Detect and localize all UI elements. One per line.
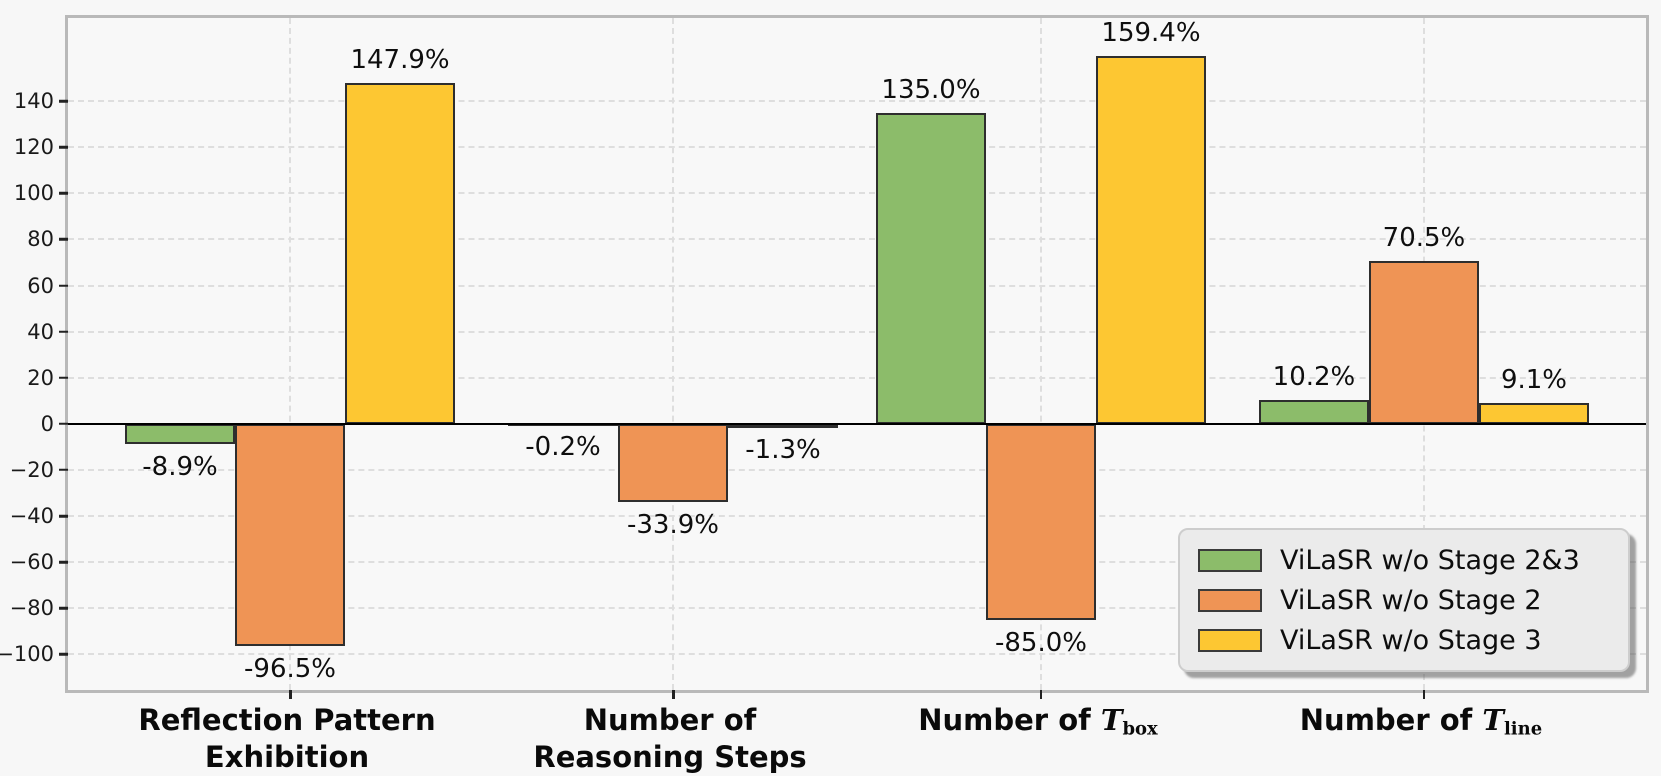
y-tick-label: 100 xyxy=(13,181,54,206)
legend-item: ViLaSR w/o Stage 2 xyxy=(1198,585,1610,616)
x-tick-mark xyxy=(289,690,292,699)
x-category-label-number-of-t-line: Number of Tline xyxy=(1211,702,1631,747)
gridline-horizontal xyxy=(68,192,1646,195)
bar xyxy=(618,423,728,503)
x-tick-mark xyxy=(1039,690,1043,699)
zero-baseline xyxy=(68,422,1646,425)
math-symbol: T xyxy=(1482,703,1504,737)
x-tick-mark xyxy=(672,690,675,699)
bar xyxy=(985,423,1096,620)
y-tick-mark xyxy=(59,192,68,195)
y-tick-mark xyxy=(59,514,68,518)
gridline-vertical xyxy=(1039,18,1042,690)
gridline-horizontal xyxy=(68,607,1646,610)
x-category-label-line: Number of xyxy=(583,703,757,737)
math-subscript: line xyxy=(1503,718,1543,740)
math-symbol: T xyxy=(1100,703,1123,737)
y-tick-mark xyxy=(59,468,68,472)
gridline-horizontal xyxy=(68,100,1646,103)
x-category-label-line: Number of Tline xyxy=(1299,703,1543,740)
bar xyxy=(235,423,346,647)
y-tick-mark xyxy=(59,145,68,149)
bar xyxy=(875,112,986,424)
y-tick-mark xyxy=(59,284,68,287)
gridline-vertical xyxy=(289,18,292,690)
y-tick-label: −40 xyxy=(9,504,54,529)
y-tick-label: 40 xyxy=(27,319,54,344)
legend-swatch xyxy=(1198,628,1262,652)
bar-value-label: -8.9% xyxy=(142,452,218,483)
y-tick-mark xyxy=(59,376,68,379)
y-tick-mark xyxy=(59,330,68,333)
bar xyxy=(1258,400,1369,424)
gridline-vertical xyxy=(672,18,674,690)
y-tick-mark xyxy=(59,560,68,564)
gridline-horizontal xyxy=(68,515,1646,518)
legend-item: ViLaSR w/o Stage 2&3 xyxy=(1198,545,1610,576)
legend-label: ViLaSR w/o Stage 3 xyxy=(1280,624,1542,656)
y-tick-mark xyxy=(59,422,68,426)
bar-value-label: 135.0% xyxy=(881,74,981,105)
bar xyxy=(728,423,838,428)
x-category-label-number-of-t-box: Number of Tbox xyxy=(828,702,1248,747)
y-tick-label: −100 xyxy=(0,642,54,667)
y-tick-label: 140 xyxy=(13,89,54,114)
gridline-horizontal xyxy=(68,468,1646,471)
gridline-horizontal xyxy=(68,238,1646,241)
gridline-horizontal xyxy=(68,653,1646,656)
legend-swatch xyxy=(1198,548,1262,572)
x-category-label-line: Number of Tbox xyxy=(918,703,1158,740)
bar xyxy=(345,82,456,424)
legend: ViLaSR w/o Stage 2&3 ViLaSR w/o Stage 2 Vi… xyxy=(1178,528,1630,672)
bar xyxy=(125,423,236,445)
x-tick-mark xyxy=(1422,690,1426,699)
y-tick-label: 20 xyxy=(27,365,54,390)
x-category-label-number-of-reasoning-steps: Number of Reasoning Steps xyxy=(460,702,880,776)
y-tick-label: 80 xyxy=(27,227,54,252)
bar-value-label: 70.5% xyxy=(1382,223,1466,254)
y-tick-mark xyxy=(59,238,68,241)
bar xyxy=(1368,261,1479,424)
math-subscript: box xyxy=(1122,718,1158,740)
y-tick-label: −60 xyxy=(9,550,54,575)
x-category-label-reflection-pattern-exhibition: Reflection Pattern Exhibition xyxy=(77,702,497,776)
legend-item: ViLaSR w/o Stage 3 xyxy=(1198,625,1610,656)
legend-label: ViLaSR w/o Stage 2&3 xyxy=(1280,544,1580,576)
y-tick-mark xyxy=(59,653,68,656)
bar-value-label: 147.9% xyxy=(350,44,450,75)
plot-area: −100 −80 −60 −40 −20 0 20 40 60 80 100 120 140 -8.9% -… xyxy=(0,15,1649,699)
bar-value-label: -85.0% xyxy=(994,627,1087,658)
y-tick-mark xyxy=(59,99,68,103)
gridline-horizontal xyxy=(68,284,1646,287)
legend-label: ViLaSR w/o Stage 2 xyxy=(1280,584,1542,616)
gridline-horizontal xyxy=(68,561,1646,564)
y-tick-label: −80 xyxy=(9,596,54,621)
bar-value-label: 10.2% xyxy=(1272,362,1356,393)
bar-value-label: -96.5% xyxy=(244,654,336,685)
x-category-label-line: Reasoning Steps xyxy=(533,740,807,774)
bar-value-label: 9.1% xyxy=(1500,364,1567,395)
bar xyxy=(1478,402,1589,424)
y-tick-mark xyxy=(59,607,68,610)
gridline-horizontal xyxy=(68,330,1646,333)
gridline-horizontal xyxy=(68,376,1646,379)
x-category-label-line: Reflection Pattern xyxy=(138,703,436,737)
gridline-horizontal xyxy=(68,146,1646,149)
y-tick-label: −20 xyxy=(9,457,54,482)
bar-value-label: -33.9% xyxy=(627,510,719,541)
x-category-label-line: Exhibition xyxy=(204,740,370,774)
bar-value-label: -0.2% xyxy=(525,432,601,463)
bar-value-label: 159.4% xyxy=(1101,18,1201,49)
y-tick-label: 120 xyxy=(13,135,54,160)
y-tick-label: 60 xyxy=(27,273,54,298)
bar-value-label: -1.3% xyxy=(745,434,821,465)
bar xyxy=(1095,56,1206,424)
y-tick-label: 0 xyxy=(40,411,54,436)
legend-swatch xyxy=(1198,588,1262,612)
